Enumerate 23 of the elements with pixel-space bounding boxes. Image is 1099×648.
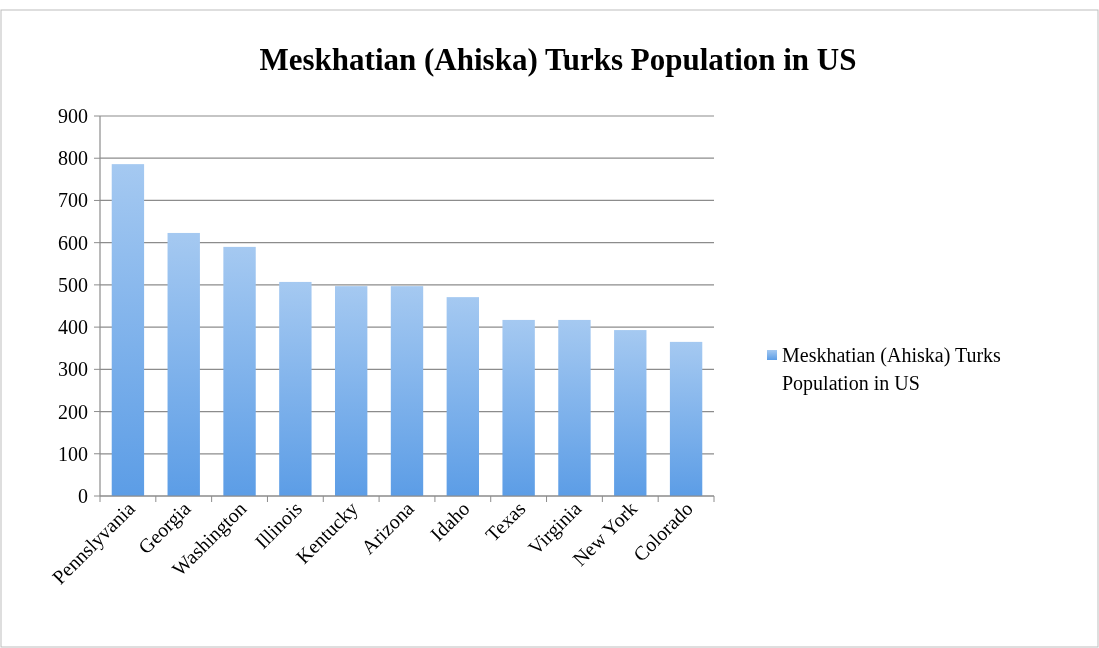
bar [390, 286, 424, 496]
bar [167, 232, 200, 496]
y-tick-label: 400 [58, 316, 88, 339]
chart-title: Meskhatian (Ahiska) Turks Population in US [259, 42, 857, 77]
bar [669, 341, 703, 496]
y-tick-label: 700 [58, 189, 88, 212]
bar [446, 297, 480, 496]
legend-label: Meskhatian (Ahiska) Turks Population in US [782, 344, 1002, 395]
y-tick-label: 100 [58, 442, 88, 465]
bar [558, 319, 591, 496]
y-tick-label: 900 [58, 105, 88, 127]
bar [614, 330, 647, 496]
bar [502, 319, 535, 496]
y-tick-label: 800 [58, 147, 88, 170]
y-tick-label: 0 [78, 485, 88, 507]
y-tick-label: 600 [58, 231, 88, 254]
bar [111, 164, 145, 496]
bar [335, 286, 368, 496]
y-tick-label: 200 [58, 400, 88, 423]
bar [223, 246, 256, 496]
y-tick-label: 300 [58, 358, 88, 381]
bar [279, 281, 312, 496]
y-tick-label: 500 [58, 273, 88, 296]
